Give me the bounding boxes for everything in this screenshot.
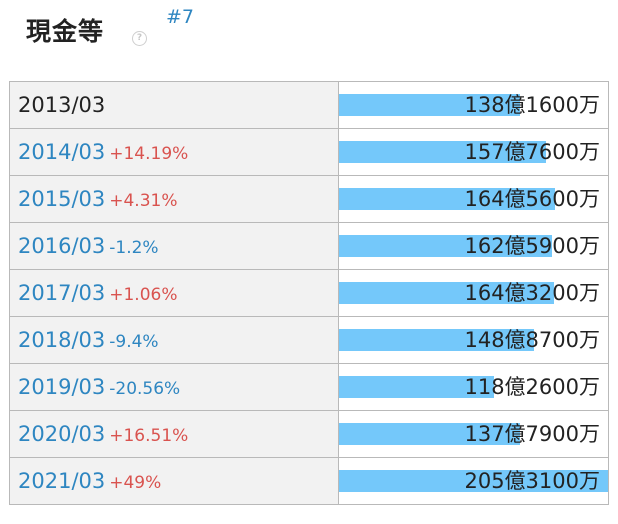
value-label: 148億8700万	[464, 328, 600, 352]
value-label: 118億2600万	[464, 375, 600, 399]
value-bar	[339, 423, 520, 445]
value-label: 164億3200万	[464, 281, 600, 305]
period-link[interactable]: 2016/03	[18, 234, 106, 258]
value-bar	[339, 329, 535, 351]
period-link[interactable]: 2015/03	[18, 187, 106, 211]
period-cell: 2018/03 -9.4%	[9, 316, 339, 364]
change-label: +1.06%	[109, 285, 178, 305]
table-row: 2021/03 +49% 205億3100万	[9, 457, 609, 505]
change-label: -1.2%	[109, 238, 159, 258]
value-cell: 148億8700万	[338, 316, 609, 364]
value-label: 164億5600万	[464, 187, 600, 211]
value-label: 205億3100万	[464, 469, 600, 493]
table-row: 2013/03 138億1600万	[9, 81, 609, 129]
period-label: 2013/03	[18, 93, 106, 117]
value-bar	[339, 282, 555, 304]
table-row: 2015/03 +4.31% 164億5600万	[9, 175, 609, 223]
change-label: -9.4%	[109, 332, 159, 352]
value-label: 138億1600万	[464, 93, 600, 117]
table-row: 2014/03 +14.19% 157億7600万	[9, 128, 609, 176]
value-bar	[339, 94, 520, 116]
value-bar	[339, 470, 608, 492]
period-cell: 2014/03 +14.19%	[9, 128, 339, 176]
value-cell: 205億3100万	[338, 457, 609, 505]
value-label: 157億7600万	[464, 140, 600, 164]
table-row: 2016/03 -1.2% 162億5900万	[9, 222, 609, 270]
period-link[interactable]: 2019/03	[18, 375, 106, 399]
value-bar	[339, 188, 555, 210]
table-row: 2020/03 +16.51% 137億7900万	[9, 410, 609, 458]
period-link[interactable]: 2017/03	[18, 281, 106, 305]
value-label: 162億5900万	[464, 234, 600, 258]
value-label: 137億7900万	[464, 422, 600, 446]
period-link[interactable]: 2021/03	[18, 469, 106, 493]
period-cell: 2019/03 -20.56%	[9, 363, 339, 411]
change-label: -20.56%	[109, 379, 181, 399]
period-cell: 2021/03 +49%	[9, 457, 339, 505]
help-icon[interactable]: ?	[132, 31, 147, 46]
value-cell: 137億7900万	[338, 410, 609, 458]
period-cell: 2015/03 +4.31%	[9, 175, 339, 223]
value-cell: 164億5600万	[338, 175, 609, 223]
period-cell: 2013/03	[9, 81, 339, 129]
value-bar	[339, 141, 546, 163]
period-cell: 2017/03 +1.06%	[9, 269, 339, 317]
table-row: 2019/03 -20.56% 118億2600万	[9, 363, 609, 411]
table-row: 2017/03 +1.06% 164億3200万	[9, 269, 609, 317]
change-label: +14.19%	[109, 144, 189, 164]
rank-link[interactable]: #7	[166, 6, 195, 28]
change-label: +4.31%	[109, 191, 178, 211]
value-cell: 162億5900万	[338, 222, 609, 270]
period-link[interactable]: 2020/03	[18, 422, 106, 446]
value-bar	[339, 235, 553, 257]
value-bar	[339, 376, 494, 398]
change-label: +16.51%	[109, 426, 189, 446]
value-cell: 118億2600万	[338, 363, 609, 411]
value-cell: 164億3200万	[338, 269, 609, 317]
period-link[interactable]: 2014/03	[18, 140, 106, 164]
section-title: 現金等	[26, 17, 105, 46]
value-cell: 157億7600万	[338, 128, 609, 176]
table-row: 2018/03 -9.4% 148億8700万	[9, 316, 609, 364]
change-label: +49%	[109, 473, 162, 493]
value-cell: 138億1600万	[338, 81, 609, 129]
cash-table: 2013/03 138億1600万 2014/03 +14.19% 157億7600万 2…	[9, 81, 609, 505]
period-link[interactable]: 2018/03	[18, 328, 106, 352]
period-cell: 2016/03 -1.2%	[9, 222, 339, 270]
period-cell: 2020/03 +16.51%	[9, 410, 339, 458]
